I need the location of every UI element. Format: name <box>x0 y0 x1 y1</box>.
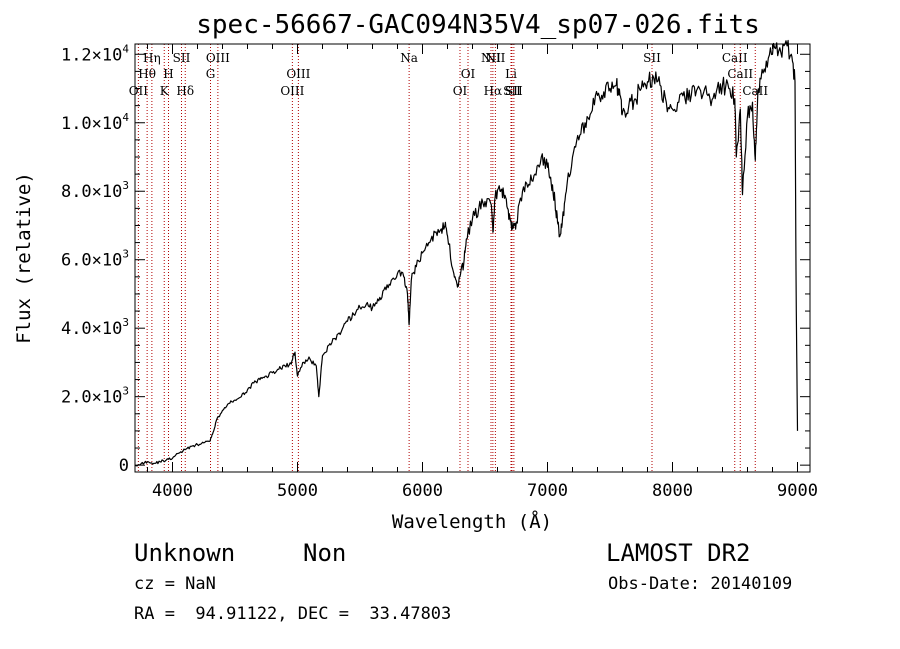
redshift-readout: cz = NaN <box>134 574 216 594</box>
emission-line-label: OI <box>461 67 476 81</box>
x-tick-label: 9000 <box>777 481 818 501</box>
emission-line-label: SII <box>505 84 523 98</box>
coordinates-readout: RA = 94.91122, DEC = 33.47803 <box>134 604 452 624</box>
emission-line-label: OIII <box>286 67 310 81</box>
survey-name: LAMOST DR2 <box>606 539 751 567</box>
x-tick-label: 5000 <box>277 481 318 501</box>
y-tick-exponent: 3 <box>122 316 129 329</box>
subclass-name: Non <box>303 539 347 567</box>
x-tick-label: 7000 <box>527 481 568 501</box>
y-tick-label: 1.2×104 <box>61 42 129 65</box>
y-tick-mantissa: 1.2×10 <box>61 45 122 65</box>
x-tick-label: 8000 <box>652 481 693 501</box>
y-tick-label: 1.0×104 <box>61 111 129 134</box>
emission-line-label: H <box>163 67 173 81</box>
emission-line-label: Li <box>505 67 517 81</box>
chart-title: spec-56667-GAC094N35V4_sp07-026.fits <box>196 10 760 40</box>
y-axis-label: Flux (relative) <box>13 172 35 344</box>
emission-line-label: OIII <box>280 84 304 98</box>
obs-date-readout: Obs-Date: 20140109 <box>608 574 793 594</box>
emission-line-label: Hθ <box>138 67 156 81</box>
y-tick-exponent: 4 <box>122 42 129 55</box>
emission-line-label: OIII <box>206 51 230 65</box>
emission-line-label: CaII <box>722 51 748 65</box>
emission-line-label: Hη <box>143 51 161 65</box>
emission-line-label: CaII <box>742 84 768 98</box>
emission-line-label: OI <box>453 84 468 98</box>
plot-frame <box>134 43 811 473</box>
emission-line-label: Na <box>400 51 418 65</box>
plot-area: OIIHθHηKHSIIHδGOIIIOIIIOIIINaOIOINIIHαNI… <box>129 39 799 472</box>
emission-line-label: K <box>160 84 170 98</box>
y-tick-mantissa: 1.0×10 <box>61 114 122 134</box>
y-tick-label: 2.0×103 <box>61 385 129 408</box>
x-tick-label: 6000 <box>402 481 443 501</box>
y-tick-label: 8.0×103 <box>61 179 129 202</box>
y-tick-mantissa: 0 <box>119 456 129 476</box>
y-tick-exponent: 4 <box>122 111 129 124</box>
emission-line-label: SII <box>503 84 521 98</box>
emission-line-label: NII <box>481 51 501 65</box>
y-tick-label: 4.0×103 <box>61 316 129 339</box>
emission-line-label: OII <box>129 84 149 98</box>
x-axis-label: Wavelength (Å) <box>392 510 552 533</box>
y-tick-exponent: 3 <box>122 248 129 261</box>
y-tick-mantissa: 4.0×10 <box>61 319 122 339</box>
emission-line-label: G <box>206 67 216 81</box>
spectrum-series-line <box>134 39 799 467</box>
emission-line-label: SII <box>173 51 191 65</box>
x-tick-label: 4000 <box>152 481 193 501</box>
emission-line-label: NII <box>485 51 505 65</box>
emission-line-label: CaII <box>727 67 753 81</box>
y-tick-mantissa: 8.0×10 <box>61 182 122 202</box>
y-tick-exponent: 3 <box>122 179 129 192</box>
y-tick-mantissa: 6.0×10 <box>61 251 122 271</box>
y-tick-exponent: 3 <box>122 385 129 398</box>
emission-line-label: SII <box>643 51 661 65</box>
y-tick-label: 6.0×103 <box>61 248 129 271</box>
y-tick-mantissa: 2.0×10 <box>61 388 122 408</box>
emission-line-label: Hδ <box>176 84 194 98</box>
y-tick-label: 0 <box>119 456 129 476</box>
emission-line-label: Hα <box>484 84 503 98</box>
class-name: Unknown <box>134 539 236 567</box>
